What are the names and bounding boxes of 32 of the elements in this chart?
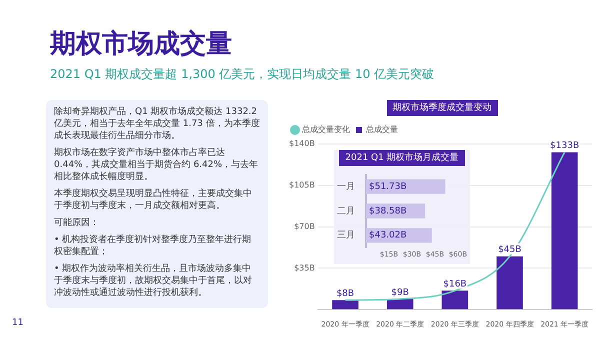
data-label: $51.73B: [369, 182, 407, 192]
text: 可能原因：: [54, 217, 100, 229]
text: • 机构投资者在季度初针对整季度乃至整年进行期权密集配置；: [54, 234, 252, 258]
data-label: $9B: [391, 288, 409, 298]
y-tick-label: $105B: [288, 180, 315, 190]
data-label: $133B: [550, 141, 580, 152]
bar: [551, 152, 578, 310]
text: 本季度期权交易呈现明显凸性特征，主要成交集中于季度初与季度末，一月成交额相对更高。: [54, 188, 253, 212]
data-label: $8B: [336, 288, 354, 299]
bar: [386, 298, 414, 310]
y-tick-label: $70B: [294, 222, 315, 231]
y-tick-label: 二月: [337, 206, 355, 216]
chart-title: 2021 Q1 期权市场月成交量: [339, 150, 465, 166]
bar: [332, 300, 358, 310]
text: 期权市场在数字资产市场中整体市占率已达 0.44%，其成交量相当于期货合约 6.42%，与去年相比整体成长幅度明显。: [54, 147, 260, 183]
legend-label: 总成交量变化: [301, 125, 350, 134]
y-tick-label: 三月: [337, 230, 355, 241]
chart-title: 期权市场季度成交量变动: [386, 100, 498, 116]
bar: [442, 290, 468, 310]
y-tick-label: $140B: [288, 139, 315, 148]
text: 期权市场成交量: [50, 28, 232, 61]
data-label: $43.02B: [369, 230, 407, 241]
y-tick-label: 一月: [337, 182, 355, 192]
y-tick-label: $35B: [294, 263, 315, 272]
data-label: $38.58B: [369, 206, 407, 216]
text: 2021 Q1 期权成交量超 1,300 亿美元，实现日均成交量 10 亿美元突破: [50, 66, 436, 83]
data-label: $16B: [443, 280, 467, 290]
text: 11: [12, 318, 24, 328]
text: • 期权作为波动率相关衍生品，且市场波动多集中于季度末与季度初，故期权交易集中于首尾，以对冲波动性或通过波动性进行投机获利。: [54, 263, 253, 299]
text: 除却奇异期权产品，Q1 期权市场成交额达 1332.2 亿美元，相当于去年全年成交量 1.73 倍，为本季度成长表现最佳衍生品细分市场。: [54, 106, 260, 142]
legend-label: 总成交量: [365, 125, 398, 134]
bar: [496, 256, 523, 310]
